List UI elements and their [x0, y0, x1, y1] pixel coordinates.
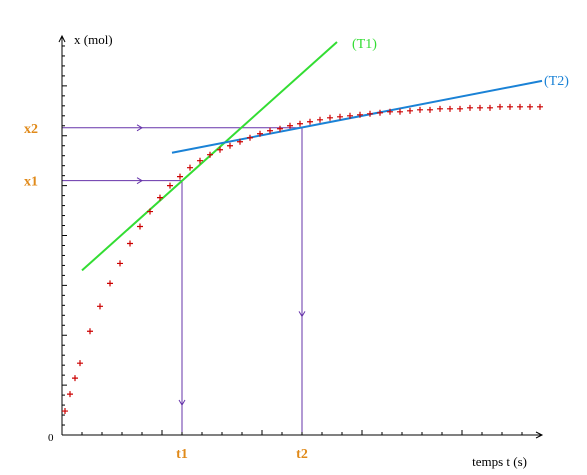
tangent-label-1: (T1) — [352, 37, 377, 52]
data-point — [177, 173, 183, 180]
data-point — [307, 118, 313, 125]
y-axis-ticks — [62, 45, 67, 426]
y-axis-arrow — [58, 34, 66, 43]
data-point — [117, 260, 123, 267]
marker-xlabel-t1: t1 — [176, 447, 188, 462]
data-point — [397, 108, 403, 115]
data-point — [77, 360, 83, 367]
data-point — [317, 116, 323, 123]
data-point — [247, 134, 253, 141]
data-point — [217, 146, 223, 153]
data-point — [417, 106, 423, 113]
data-point — [407, 107, 413, 114]
data-point — [467, 104, 473, 111]
data-point — [537, 103, 543, 110]
data-point — [267, 127, 273, 134]
data-point — [227, 142, 233, 149]
axes — [58, 34, 544, 439]
data-point — [237, 138, 243, 145]
marker-xlabel-t2: t2 — [296, 447, 308, 462]
data-point — [257, 130, 263, 137]
data-point — [527, 103, 533, 110]
data-point — [197, 157, 203, 164]
data-point — [477, 104, 483, 111]
data-point — [457, 105, 463, 112]
data-point — [287, 122, 293, 129]
data-point — [207, 151, 213, 158]
x-axis-arrow — [535, 431, 544, 439]
data-point — [427, 106, 433, 113]
marker-varrow-t1 — [178, 399, 186, 406]
y-axis-label: x (mol) — [74, 32, 113, 47]
data-point — [157, 194, 163, 201]
origin-label: 0 — [48, 432, 54, 444]
data-point — [357, 111, 363, 118]
tangent-line-2 — [171, 79, 543, 154]
data-point — [137, 223, 143, 230]
marker-harrow-x2 — [136, 124, 143, 132]
tangent-label-2: (T2) — [544, 74, 569, 89]
data-point — [327, 114, 333, 121]
data-point — [62, 408, 68, 415]
data-point — [487, 104, 493, 111]
data-point — [437, 105, 443, 112]
construction-lines: t1 x1 t2 x2 — [24, 122, 308, 462]
data-point — [167, 182, 173, 189]
marker-varrow-t2 — [298, 311, 306, 318]
marker-harrow-x1 — [136, 177, 143, 185]
data-point — [97, 303, 103, 310]
data-point — [517, 103, 523, 110]
data-point — [337, 113, 343, 120]
data-point — [297, 120, 303, 127]
data-point — [367, 110, 373, 117]
data-point — [377, 109, 383, 116]
data-point — [277, 125, 283, 132]
data-point — [72, 375, 78, 382]
data-point — [127, 240, 133, 247]
data-point — [387, 108, 393, 115]
x-axis-ticks — [81, 430, 523, 435]
data-point — [67, 391, 73, 398]
data-point — [147, 208, 153, 215]
data-point — [187, 164, 193, 171]
data-point — [447, 105, 453, 112]
data-point — [87, 328, 93, 335]
data-point — [497, 103, 503, 110]
marker-ylabel-x2: x2 — [24, 122, 38, 137]
tangent-lines: (T1) (T2) — [81, 37, 569, 272]
marker-ylabel-x1: x1 — [24, 175, 38, 190]
data-point — [507, 103, 513, 110]
data-points — [62, 103, 543, 415]
data-point — [107, 280, 113, 287]
data-point — [347, 112, 353, 119]
x-axis-label: temps t (s) — [472, 454, 527, 469]
